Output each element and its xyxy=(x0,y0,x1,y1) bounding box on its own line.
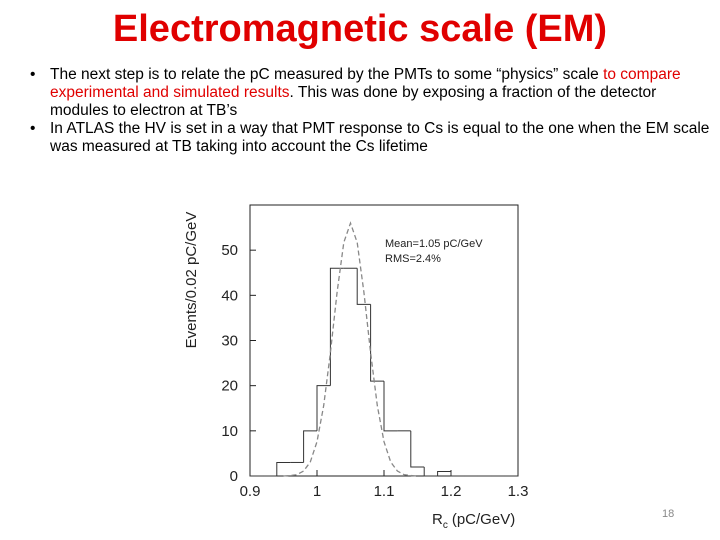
slide-title: Electromagnetic scale (EM) xyxy=(112,8,608,50)
fit-curve xyxy=(283,221,418,477)
y-tick-label: 0 xyxy=(230,468,238,485)
x-tick-label: 1.3 xyxy=(508,483,529,500)
x-label-unit: (pC/GeV) xyxy=(452,511,515,528)
y-tick-label: 40 xyxy=(221,287,238,304)
annotation: RMS=2.4% xyxy=(385,253,441,265)
bullet-text-highlight: to compare experimental and simulated re… xyxy=(50,66,681,101)
histogram-bin xyxy=(423,466,438,477)
histogram-bin xyxy=(356,268,371,305)
histogram-bin xyxy=(437,470,451,476)
histogram-bin xyxy=(410,430,425,468)
bullet-text: . This was done by exposing a fraction o… xyxy=(50,84,657,119)
x-tick-label: 0.9 xyxy=(240,483,261,500)
annotation: Mean=1.05 pC/GeV xyxy=(385,238,483,250)
y-axis-label: Events/0.02 pC/GeV xyxy=(183,212,200,349)
histogram-bin xyxy=(303,430,317,463)
x-tick-label: 1 xyxy=(313,483,321,500)
histogram-bin xyxy=(276,461,291,476)
page-number: 18 xyxy=(662,508,675,520)
x-axis-label: Rc (pC/GeV) xyxy=(432,511,515,531)
y-tick-label: 10 xyxy=(221,423,238,440)
histogram-bin xyxy=(383,381,398,432)
histogram-bin xyxy=(316,385,331,431)
y-tick-label: 30 xyxy=(221,333,238,350)
histogram-bin xyxy=(370,304,384,382)
bullet-text: In ATLAS the HV is set in a way that PMT… xyxy=(50,120,710,155)
bullet: The next step is to relate the pC measur… xyxy=(30,66,718,120)
x-tick-label: 1.2 xyxy=(441,483,462,500)
x-tick-label: 1.1 xyxy=(374,483,395,500)
y-tick-label: 20 xyxy=(221,378,238,395)
x-label-subscript: c xyxy=(443,520,448,531)
bullet: In ATLAS the HV is set in a way that PMT… xyxy=(30,120,718,156)
x-label-symbol: R xyxy=(432,511,443,528)
y-tick-label: 50 xyxy=(221,242,238,259)
bullet-list: The next step is to relate the pC measur… xyxy=(26,66,718,156)
bullet-text: The next step is to relate the pC measur… xyxy=(50,66,604,83)
histogram-bin xyxy=(329,267,344,386)
histogram-bin xyxy=(450,471,465,477)
